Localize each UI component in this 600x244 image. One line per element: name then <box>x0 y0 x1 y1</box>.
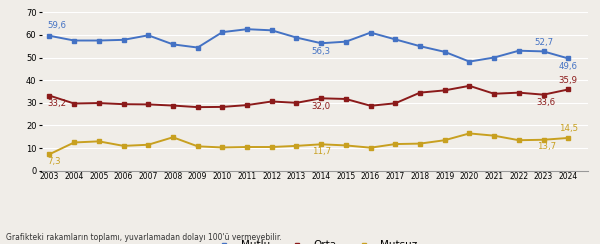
Mutsuz <box>565 136 572 139</box>
Mutsuz <box>392 142 399 145</box>
Mutlu <box>416 45 424 48</box>
Text: 56,3: 56,3 <box>311 47 331 56</box>
Orta <box>120 103 127 106</box>
Mutsuz <box>293 144 300 147</box>
Mutsuz <box>515 139 523 142</box>
Text: 33,2: 33,2 <box>47 99 66 108</box>
Mutsuz <box>367 146 374 149</box>
Orta <box>565 88 572 91</box>
Mutlu <box>120 38 127 41</box>
Mutsuz <box>169 136 176 139</box>
Mutsuz <box>46 153 53 156</box>
Orta <box>145 103 152 106</box>
Mutlu <box>95 39 103 42</box>
Mutlu <box>194 46 201 49</box>
Mutsuz <box>145 143 152 146</box>
Orta <box>342 98 349 101</box>
Mutsuz <box>540 138 547 141</box>
Orta <box>244 104 251 107</box>
Mutsuz <box>244 145 251 148</box>
Mutlu <box>540 50 547 53</box>
Text: 13,7: 13,7 <box>537 142 556 151</box>
Text: 33,6: 33,6 <box>537 98 556 107</box>
Mutsuz <box>268 145 275 148</box>
Text: 49,6: 49,6 <box>559 62 578 71</box>
Mutlu <box>491 56 498 59</box>
Orta <box>268 100 275 103</box>
Text: 11,7: 11,7 <box>311 147 331 156</box>
Orta <box>71 102 78 105</box>
Line: Orta: Orta <box>47 84 571 109</box>
Mutlu <box>317 42 325 45</box>
Mutlu <box>466 60 473 63</box>
Text: 7,3: 7,3 <box>47 157 61 166</box>
Text: 52,7: 52,7 <box>534 38 553 47</box>
Mutlu <box>515 49 523 52</box>
Line: Mutlu: Mutlu <box>47 27 571 64</box>
Text: 35,9: 35,9 <box>559 76 578 85</box>
Orta <box>46 94 53 97</box>
Orta <box>194 106 201 109</box>
Orta <box>392 102 399 105</box>
Text: Grafikteki rakamların toplamı, yuvarlamadan dolayı 100'ü vermeyebilir.: Grafikteki rakamların toplamı, yuvarlama… <box>6 233 282 242</box>
Mutsuz <box>317 143 325 146</box>
Mutlu <box>367 31 374 34</box>
Mutsuz <box>466 132 473 135</box>
Mutlu <box>145 34 152 37</box>
Mutsuz <box>416 142 424 145</box>
Mutsuz <box>342 144 349 147</box>
Mutlu <box>169 43 176 46</box>
Orta <box>219 105 226 108</box>
Orta <box>169 104 176 107</box>
Mutlu <box>441 51 448 53</box>
Mutlu <box>46 34 53 37</box>
Orta <box>416 91 424 94</box>
Mutsuz <box>95 140 103 143</box>
Orta <box>515 91 523 94</box>
Orta <box>367 104 374 107</box>
Orta <box>293 101 300 104</box>
Text: 59,6: 59,6 <box>47 21 66 30</box>
Mutsuz <box>194 145 201 148</box>
Mutsuz <box>219 146 226 149</box>
Orta <box>540 93 547 96</box>
Mutlu <box>392 38 399 41</box>
Orta <box>491 92 498 95</box>
Mutsuz <box>120 144 127 147</box>
Mutlu <box>268 29 275 32</box>
Mutlu <box>342 40 349 43</box>
Orta <box>441 89 448 92</box>
Legend: Mutlu, Orta, Mutsuz: Mutlu, Orta, Mutsuz <box>208 236 422 244</box>
Mutlu <box>219 31 226 34</box>
Line: Mutsuz: Mutsuz <box>47 131 571 156</box>
Orta <box>95 102 103 104</box>
Mutsuz <box>71 141 78 144</box>
Text: 14,5: 14,5 <box>559 124 578 133</box>
Text: 32,0: 32,0 <box>311 102 331 111</box>
Orta <box>466 84 473 87</box>
Mutsuz <box>441 139 448 142</box>
Mutlu <box>71 39 78 42</box>
Mutlu <box>293 36 300 39</box>
Mutlu <box>565 57 572 60</box>
Mutsuz <box>491 134 498 137</box>
Mutlu <box>244 28 251 31</box>
Orta <box>317 97 325 100</box>
